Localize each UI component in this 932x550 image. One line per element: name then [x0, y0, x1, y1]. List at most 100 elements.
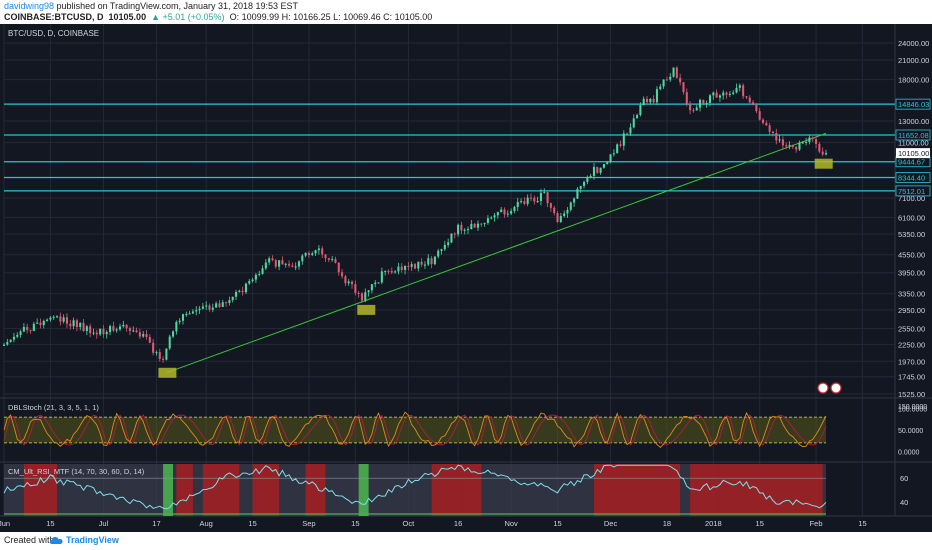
- candle-body: [592, 166, 596, 176]
- candle-body: [205, 305, 208, 307]
- candle-body: [705, 102, 708, 104]
- candle-body: [274, 260, 277, 267]
- candle-body: [52, 316, 55, 318]
- candle-body: [49, 317, 52, 320]
- candle-body: [725, 92, 728, 95]
- candle-body: [659, 86, 662, 90]
- candle-body: [135, 330, 138, 333]
- candle-body: [185, 314, 188, 316]
- price-axis-label: 4550.00: [898, 251, 925, 260]
- time-axis-label: Aug: [200, 519, 213, 528]
- publish-info: davidwing98 published on TradingView.com…: [4, 1, 298, 12]
- candle-body: [589, 175, 592, 178]
- candle-body: [367, 290, 370, 293]
- level-price-tag: [895, 98, 931, 110]
- candle-body: [69, 323, 72, 327]
- author-link[interactable]: davidwing98: [4, 1, 55, 11]
- candle-body: [251, 279, 254, 282]
- time-axis: Jun 15 Jul 17 Aug 15 Sep 15 Oct 16 Nov 15 Dec 18 2018 1…: [0, 519, 867, 528]
- candle-body: [234, 291, 238, 297]
- candle-body: [407, 265, 410, 267]
- rsi-bull-zone: [163, 464, 174, 516]
- candle-body: [387, 270, 390, 272]
- candle-body: [490, 217, 493, 219]
- price-axis-label: 2950.00: [898, 306, 925, 315]
- candle-body: [801, 142, 804, 144]
- candle-body: [374, 282, 377, 285]
- candle-body: [271, 258, 274, 261]
- candle-body: [447, 242, 450, 245]
- footer-created-text: Created with: [4, 535, 55, 545]
- candle-body: [596, 166, 599, 173]
- candle-body: [311, 253, 314, 255]
- event-flag-icon[interactable]: [830, 382, 842, 394]
- candle-body: [12, 336, 15, 340]
- candle-body: [616, 144, 619, 154]
- candle-body: [612, 153, 615, 155]
- candle-body: [201, 306, 204, 309]
- price-change: ▲ +5.01 (+0.05%): [151, 12, 225, 22]
- last-price-tag: [896, 148, 930, 159]
- candle-body: [46, 319, 49, 321]
- level-price-label: 14846.03: [898, 100, 929, 109]
- candle-body: [500, 209, 503, 213]
- time-axis-label: 15: [248, 519, 256, 528]
- candle-body: [430, 258, 433, 265]
- time-axis-label: 15: [858, 519, 866, 528]
- trendline[interactable]: [166, 132, 827, 374]
- candle-body: [642, 98, 645, 106]
- candle-body: [341, 272, 344, 277]
- candle-body: [16, 334, 19, 337]
- support-marker[interactable]: [357, 304, 376, 315]
- rsi-axis-label: 60: [900, 474, 908, 483]
- chart-title: BTC/USD, D, COINBASE: [8, 29, 99, 38]
- candle-body: [453, 233, 456, 235]
- candle-body: [357, 292, 360, 294]
- candle-body: [188, 313, 191, 315]
- candle-body: [350, 281, 354, 285]
- candle-body: [168, 336, 171, 349]
- price-axis-label: 7100.00: [898, 194, 925, 203]
- candle-body: [520, 201, 523, 203]
- candle-body: [579, 185, 582, 189]
- candle-body: [463, 229, 466, 231]
- candle-body: [748, 97, 751, 103]
- candle-body: [413, 264, 417, 269]
- event-flag-icon[interactable]: [817, 382, 829, 394]
- rsi-overbought-zone: [202, 464, 240, 516]
- candle-body: [301, 255, 304, 262]
- candle-body: [632, 118, 635, 128]
- candle-body: [344, 276, 347, 284]
- candle-body: [483, 222, 486, 224]
- candle-body: [437, 250, 440, 257]
- candle-body: [669, 76, 672, 80]
- candle-body: [556, 213, 559, 222]
- candle-body: [599, 167, 602, 173]
- candle-body: [390, 270, 393, 273]
- candle-body: [752, 102, 755, 105]
- candle-body: [440, 249, 443, 251]
- candle-body: [546, 192, 549, 204]
- event-flags[interactable]: [817, 382, 842, 394]
- footer-bar: Created with TradingView: [0, 532, 932, 550]
- candle-body: [195, 310, 198, 312]
- candle-body: [89, 326, 92, 334]
- candle-body: [533, 197, 536, 202]
- support-marker[interactable]: [814, 158, 833, 169]
- candle-body: [331, 259, 334, 261]
- candle-body: [818, 143, 821, 152]
- candle-body: [655, 89, 658, 103]
- candle-body: [39, 322, 42, 326]
- price-axis-label: 24000.00: [898, 39, 929, 48]
- candle-body: [672, 67, 675, 77]
- candle-body: [775, 133, 778, 141]
- candle-body: [175, 321, 178, 332]
- candle-body: [112, 326, 115, 331]
- candle-body: [142, 334, 145, 337]
- candle-body: [738, 85, 741, 88]
- candle-body: [510, 210, 513, 214]
- chart-area[interactable]: BTC/USD, D, COINBASE 24000.00 21000.00 1800…: [0, 24, 932, 532]
- candle-body: [473, 223, 476, 228]
- support-marker[interactable]: [158, 367, 177, 378]
- tradingview-brand-link[interactable]: TradingView: [66, 535, 119, 545]
